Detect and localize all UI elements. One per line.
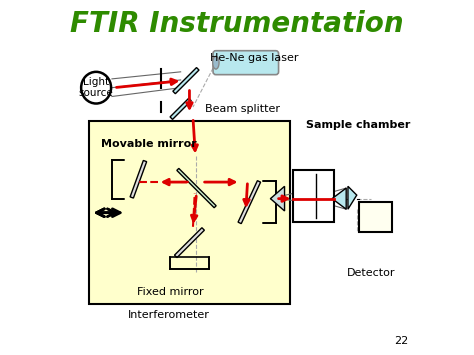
Bar (358, 202, 392, 232)
Ellipse shape (81, 72, 111, 104)
Polygon shape (348, 186, 357, 209)
Ellipse shape (213, 56, 219, 69)
Bar (89, 121, 290, 304)
Polygon shape (271, 186, 284, 211)
Polygon shape (130, 160, 146, 198)
Polygon shape (332, 188, 346, 209)
FancyBboxPatch shape (213, 51, 279, 75)
Text: Sample chamber: Sample chamber (306, 120, 410, 130)
Polygon shape (170, 98, 191, 119)
Text: Detector: Detector (346, 268, 395, 278)
Text: Fixed mirror: Fixed mirror (137, 287, 203, 297)
Text: 22: 22 (394, 336, 408, 346)
Text: Interferometer: Interferometer (128, 310, 210, 320)
Polygon shape (174, 228, 204, 258)
Text: He-Ne gas laser: He-Ne gas laser (210, 53, 299, 63)
Polygon shape (173, 67, 199, 94)
Text: Beam splitter: Beam splitter (205, 104, 280, 114)
Text: Light
source: Light source (79, 77, 113, 98)
Bar (293, 170, 334, 222)
Polygon shape (238, 181, 261, 224)
Text: Movable mirror: Movable mirror (101, 139, 197, 149)
Text: FTIR Instrumentation: FTIR Instrumentation (70, 10, 404, 38)
Polygon shape (177, 168, 216, 208)
